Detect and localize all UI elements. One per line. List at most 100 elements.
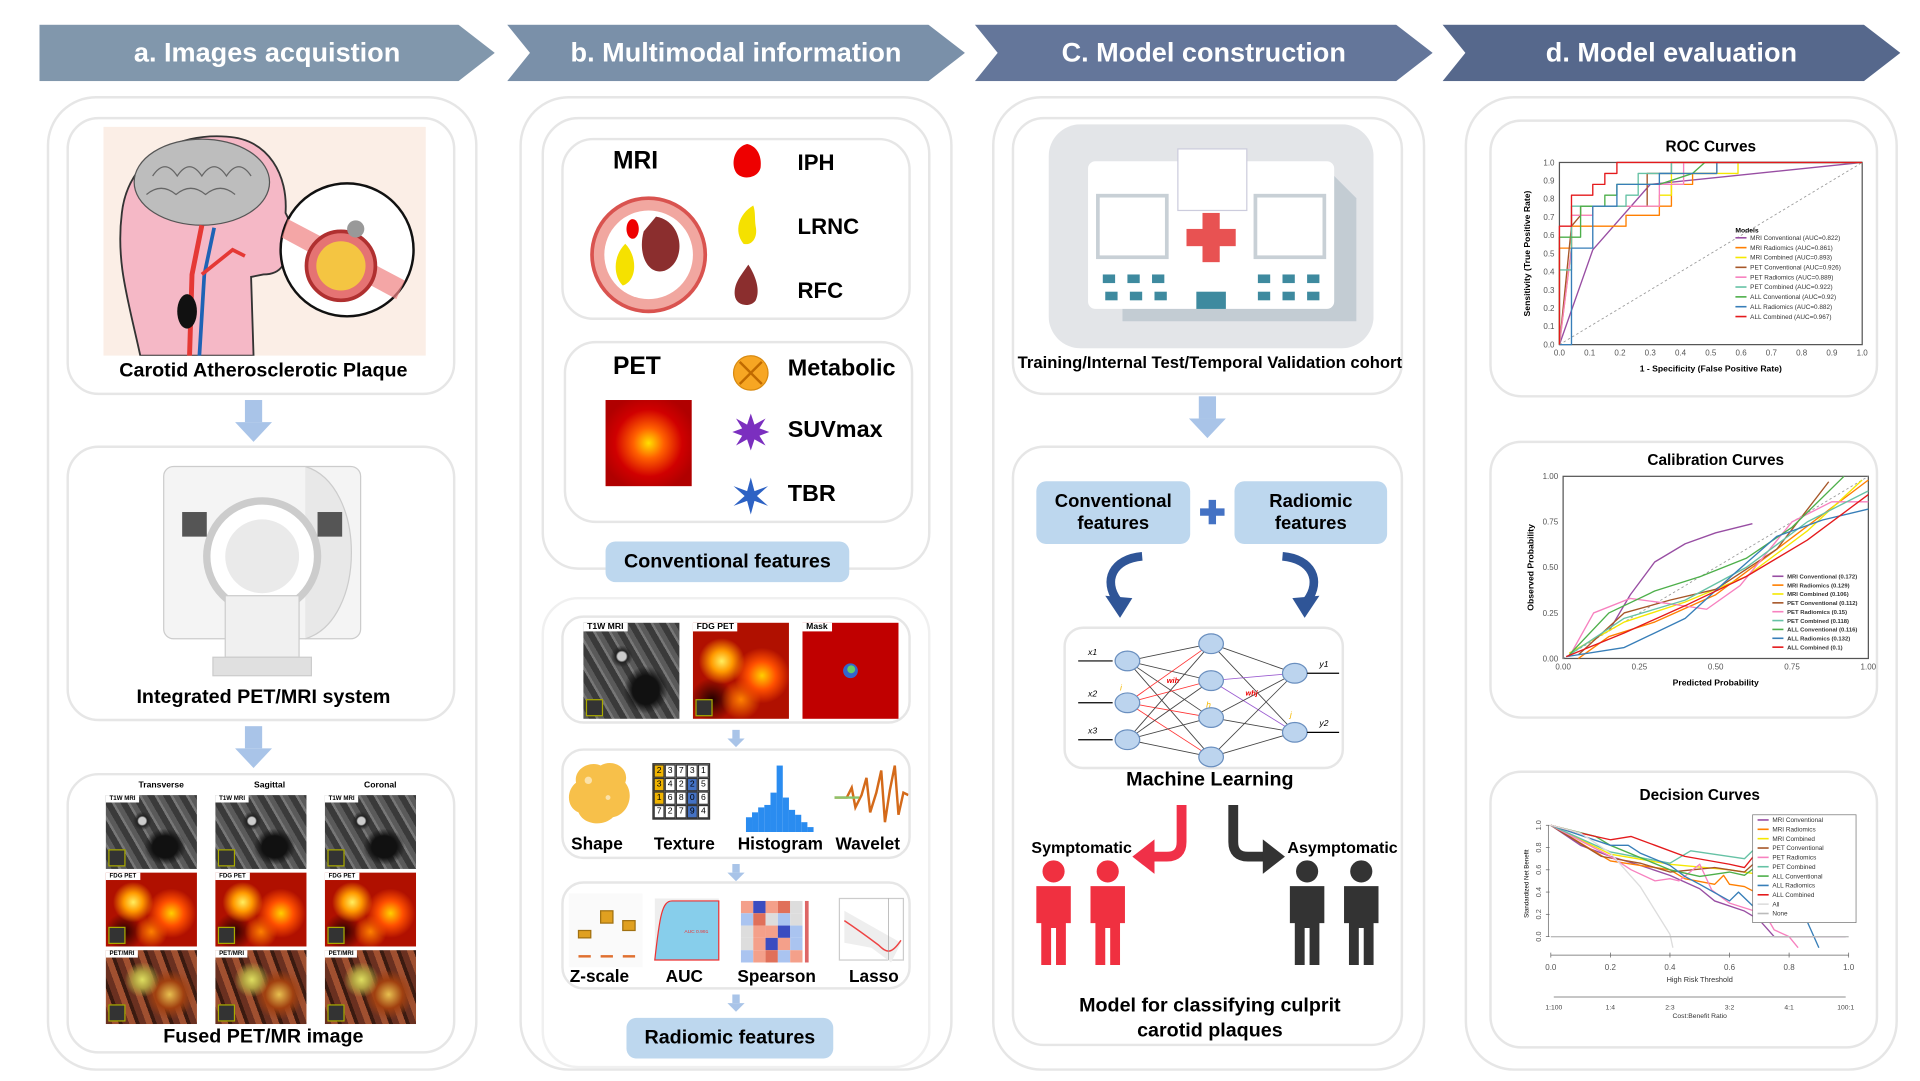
chart-title: Calibration Curves [1647, 452, 1784, 469]
metabolic-icon [732, 355, 769, 391]
heatmap-cell [740, 900, 754, 914]
nn-edge [1127, 660, 1212, 758]
nn-layer-j-label: j [1289, 710, 1293, 720]
texture-cell: 3 [664, 764, 676, 778]
x-tick-label: 1.0 [1843, 963, 1855, 972]
series-line-pet-combined [1558, 161, 1863, 345]
legend-entry: MRI Radiomics (AUC=0.861) [1750, 245, 1833, 252]
nn-edge [1127, 643, 1212, 662]
x-tick-label: 0.2 [1614, 349, 1626, 358]
texture-cell: 4 [697, 804, 709, 819]
svg-text:AUC 0.991: AUC 0.991 [684, 929, 708, 935]
nn-edge [1210, 643, 1296, 733]
thumbnail-inset [217, 926, 236, 945]
y-tick-label: 0.2 [1534, 909, 1543, 919]
view-label-sagittal: Sagittal [253, 781, 286, 791]
cohort-caption: Training/Internal Test/Temporal Validati… [1017, 353, 1403, 372]
y-tick-label: 0.75 [1543, 518, 1559, 527]
x-tick-label: 0.75 [1784, 663, 1800, 672]
x-tick-label: 0.6 [1724, 963, 1736, 972]
plaque-caption: Carotid Atherosclerotic Plaque [119, 360, 408, 382]
nn-input-label: x1 [1087, 647, 1097, 657]
scanner-caption: Integrated PET/MRI system [136, 686, 391, 708]
nn-node [1114, 692, 1141, 714]
heatmap-cell [790, 925, 803, 938]
y-tick-label: 0.9 [1543, 177, 1555, 186]
y-tick-label: 0.7 [1543, 213, 1555, 222]
feature-wavelet: Wavelet [835, 833, 900, 853]
column-multimodal [519, 96, 953, 1071]
chart-title: ROC Curves [1666, 138, 1757, 155]
method-spearson: Spearson [737, 966, 816, 986]
thumbnail-inset [108, 1004, 126, 1022]
method-zscale: Z-scale [569, 966, 630, 986]
source-images-box: T1W MRI FDG PET Mask [561, 615, 911, 724]
curved-arrow-right-icon [1281, 552, 1320, 618]
legend-entry: PET Combined (0.118) [1787, 619, 1849, 625]
nn-node [1114, 650, 1141, 672]
rfc-icon [734, 264, 758, 305]
shape-icon [568, 763, 630, 824]
texture-cell: 6 [697, 791, 709, 805]
pet-mri-scanner-illustration [163, 465, 362, 677]
fused-view-image: PET/MRI [105, 950, 197, 1025]
legend-entry: ALL Combined (AUC=0.967) [1750, 314, 1831, 321]
feature-shape: Shape [571, 833, 623, 853]
asymptomatic-label: Asymptomatic [1287, 838, 1398, 857]
texture-cell: 6 [664, 791, 676, 805]
texture-cell: 7 [653, 804, 665, 819]
series-line-mri-radiomics [1550, 824, 1760, 895]
heatmap-cell [753, 900, 766, 914]
roc-chart-box: ROC Curves 0.0 0.1 0.2 0.3 0.4 0.5 0.6 0.7 0.8 0.9… [1489, 119, 1879, 398]
final-caption-line1: Model for classifying culprit [1079, 995, 1341, 1017]
y-tick-label: 0.6 [1543, 231, 1555, 240]
thumbnail-inset [585, 699, 604, 717]
heatmap-cell [777, 900, 791, 914]
cohort-box: Training/Internal Test/Temporal Validati… [1011, 116, 1404, 396]
series-line-mri-conventional [1558, 161, 1863, 345]
fused-view-image: T1W MRI [324, 795, 417, 869]
heatmap-cell [790, 913, 803, 926]
x-tick-label: 1.00 [1861, 663, 1877, 672]
legend-entry: PET Radiomics (AUC=0.889) [1750, 274, 1833, 281]
thumbnail-inset [108, 926, 126, 945]
image-row-tag: PET/MRI [324, 950, 358, 958]
wavelet-icon [834, 765, 909, 823]
texture-cell: 3 [686, 764, 698, 778]
asymptomatic-people-icon [1289, 860, 1379, 965]
image-row-tag: FDG PET [105, 872, 140, 881]
suvmax-icon [732, 413, 770, 451]
texture-cell: 7 [675, 804, 687, 819]
thumbnail-inset [217, 849, 236, 867]
legend-entry: ALL Conventional [1772, 873, 1822, 880]
secondary-x-tick-label: 100:1 [1837, 1004, 1854, 1011]
y-axis-label: Sensitivity (True Positive Rate) [1522, 191, 1532, 317]
legend-entry: MRI Conventional (0.172) [1787, 574, 1857, 580]
x-tick-label: 1.0 [1857, 349, 1869, 358]
heatmap-cell [765, 900, 778, 914]
y-tick-label: 0.8 [1534, 842, 1543, 852]
y-tick-label: 0.4 [1534, 887, 1543, 897]
texture-cell: 7 [675, 764, 687, 778]
heatmap-cell [790, 937, 803, 951]
column-construction [992, 96, 1426, 1071]
x-tick-label: 0.9 [1826, 349, 1838, 358]
iph-icon [733, 144, 761, 178]
pet-item-tbr: TBR [787, 481, 836, 508]
nn-node [1281, 721, 1308, 743]
series-line-all-combined [1565, 493, 1869, 658]
nn-edge [1210, 672, 1296, 758]
tbr-icon [733, 477, 769, 515]
heatmap-cell [765, 925, 778, 938]
lasso-plot-icon [838, 897, 905, 963]
texture-cell: 8 [675, 791, 687, 805]
nn-layer-h-label: h [1206, 700, 1211, 710]
legend-box [1752, 814, 1857, 923]
fused-caption: Fused PET/MR image [163, 1026, 364, 1048]
image-row-tag: T1W MRI [215, 795, 249, 803]
mri-item-rfc: RFC [797, 278, 844, 303]
nn-weight-wih: wih [1167, 676, 1180, 685]
nn-input-label: x2 [1087, 689, 1097, 699]
nn-edge [1210, 643, 1295, 674]
lrnc-icon [738, 205, 757, 245]
